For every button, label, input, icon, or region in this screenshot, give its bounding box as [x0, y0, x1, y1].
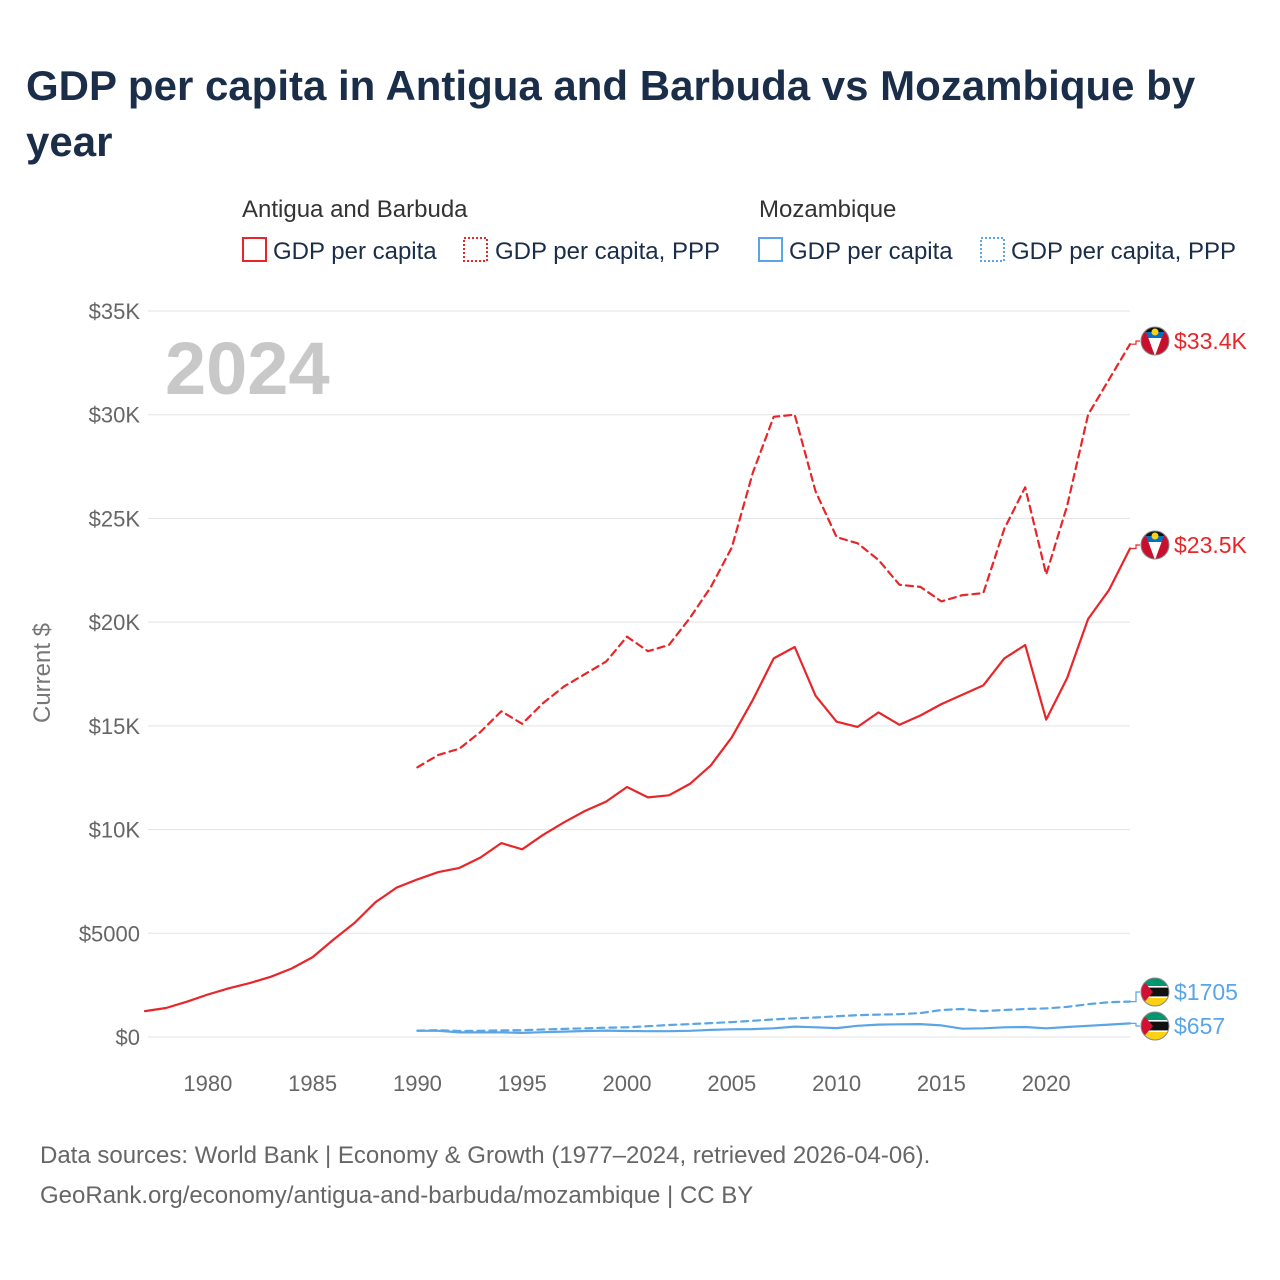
chart: Antigua and Barbuda GDP per capita GDP p…	[29, 196, 1248, 1096]
series-line-antigua-solid	[143, 547, 1132, 1013]
y-tick-0: $0	[116, 1025, 140, 1050]
series-line-mozambique-dashed	[416, 1000, 1132, 1033]
y-tick-20000: $20K	[89, 610, 141, 635]
y-tick-35000: $35K	[89, 299, 141, 324]
year-label: 2024	[165, 327, 330, 410]
antigua-flag-icon	[1140, 326, 1170, 356]
legend-group-antigua: Antigua and Barbuda	[242, 196, 468, 223]
end-label-connector	[1130, 991, 1140, 1003]
x-tick-1995: 1995	[498, 1071, 547, 1096]
legend-swatch-antigua-ppp	[463, 237, 488, 262]
source-line-2: GeoRank.org/economy/antigua-and-barbuda/…	[40, 1182, 754, 1209]
end-label-connector	[1130, 1022, 1140, 1027]
x-tick-2000: 2000	[603, 1071, 652, 1096]
legend-group-mozambique: Mozambique	[759, 196, 896, 223]
end-label-antigua-dashed: $33.4K	[1130, 326, 1248, 356]
x-tick-1990: 1990	[393, 1071, 442, 1096]
end-label-connector	[1130, 340, 1140, 345]
end-label-antigua-solid: $23.5K	[1130, 530, 1248, 560]
page-title: GDP per capita in Antigua and Barbuda vs…	[26, 62, 1196, 165]
y-tick-25000: $25K	[89, 506, 141, 531]
legend-item-mozambique-gdp: GDP per capita	[789, 238, 953, 265]
x-tick-1985: 1985	[288, 1071, 337, 1096]
end-label-connector	[1130, 544, 1140, 550]
x-tick-2005: 2005	[707, 1071, 756, 1096]
legend-swatch-mozambique-gdp	[758, 237, 783, 262]
x-tick-labels: 1980 1985 1990 1995 2000 2005 2010 2015 2020	[183, 1071, 1070, 1096]
legend: Antigua and Barbuda GDP per capita GDP p…	[242, 196, 1236, 265]
x-tick-2010: 2010	[812, 1071, 861, 1096]
series-line-antigua-dashed	[416, 343, 1132, 769]
source-footer: Data sources: World Bank | Economy & Gro…	[40, 1136, 1240, 1216]
legend-item-mozambique-ppp: GDP per capita, PPP	[1011, 238, 1236, 265]
legend-swatch-mozambique-ppp	[980, 237, 1005, 262]
legend-swatch-antigua-gdp	[242, 237, 267, 262]
end-label-text: $1705	[1174, 979, 1238, 1005]
legend-item-antigua-ppp: GDP per capita, PPP	[495, 238, 720, 265]
mozambique-flag-icon	[1140, 977, 1170, 1007]
y-gridlines	[148, 310, 1130, 1038]
series-line-mozambique-solid	[416, 1022, 1132, 1035]
y-tick-5000: $5000	[79, 921, 140, 946]
x-tick-1980: 1980	[183, 1071, 232, 1096]
y-axis-label: Current $	[29, 623, 56, 723]
mozambique-flag-icon	[1140, 1011, 1170, 1041]
end-label-mozambique-solid: $657	[1130, 1011, 1225, 1041]
y-tick-15000: $15K	[89, 714, 141, 739]
end-label-text: $33.4K	[1174, 328, 1248, 354]
antigua-flag-icon	[1140, 530, 1170, 560]
source-line-1: Data sources: World Bank | Economy & Gro…	[40, 1142, 931, 1169]
y-tick-labels: $0 $5000 $10K $15K $20K $25K $30K $35K	[79, 299, 141, 1050]
end-labels: $33.4K $23.5K $1705 $657	[1130, 326, 1248, 1041]
end-label-mozambique-dashed: $1705	[1130, 977, 1238, 1007]
legend-item-antigua-gdp: GDP per capita	[273, 238, 437, 265]
end-label-text: $657	[1174, 1013, 1225, 1039]
end-label-text: $23.5K	[1174, 532, 1248, 558]
x-tick-2020: 2020	[1022, 1071, 1071, 1096]
y-tick-10000: $10K	[89, 818, 141, 843]
series-lines	[143, 343, 1132, 1035]
x-tick-2015: 2015	[917, 1071, 966, 1096]
y-tick-30000: $30K	[89, 403, 141, 428]
